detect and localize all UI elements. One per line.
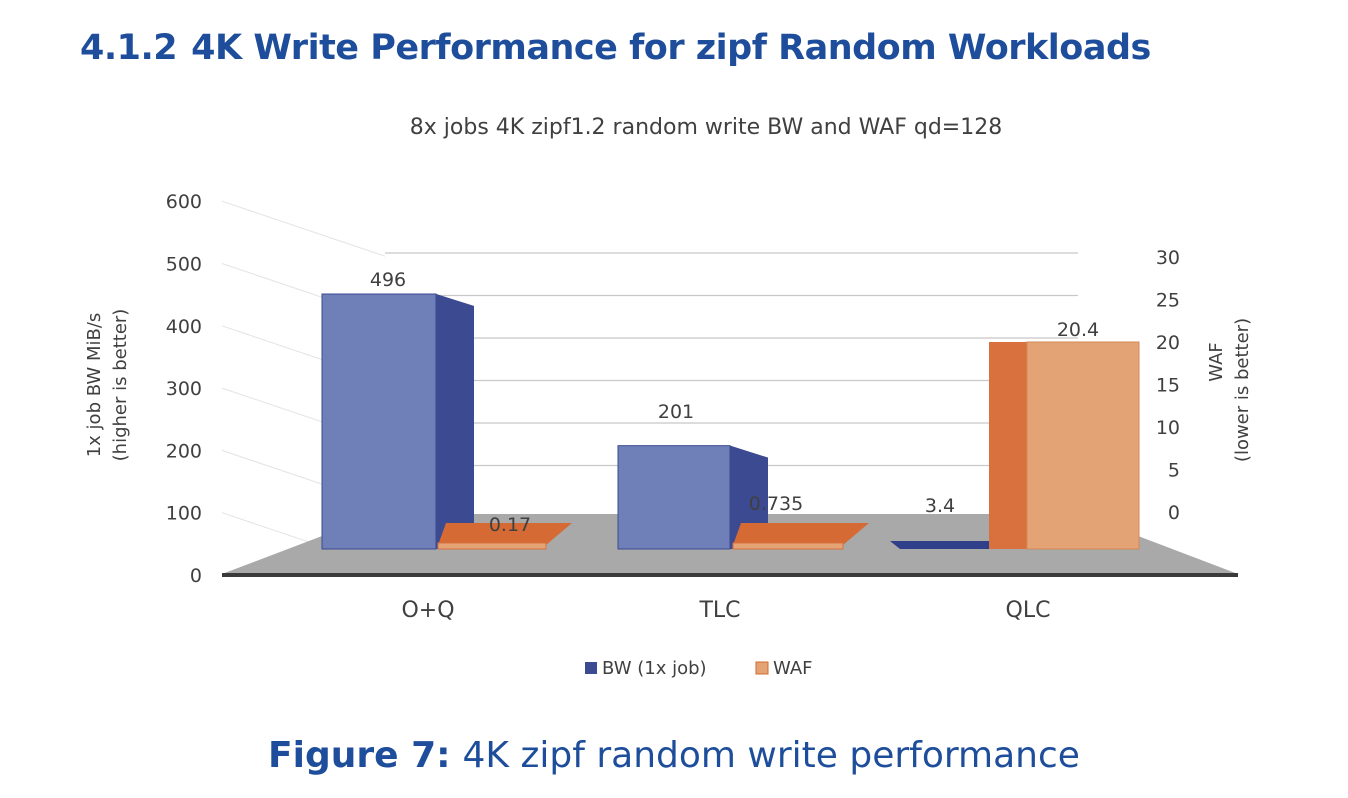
y-axis-label-note: (higher is better): [110, 309, 131, 462]
section-heading: 4.1.2 4K Write Performance for zipf Rando…: [80, 28, 1151, 68]
waf-data-label: 0.735: [749, 493, 803, 515]
figure-caption: Figure 7: 4K zipf random write performanc…: [0, 735, 1348, 776]
category-label: TLC: [698, 598, 740, 623]
waf-bar: [1026, 341, 1140, 550]
waf-data-label: 0.17: [489, 514, 531, 536]
legend-swatch-waf: [755, 661, 769, 675]
bw-data-label: 3.4: [925, 495, 955, 517]
left-grid-guide: [221, 200, 386, 257]
right-tick-label: 5: [1168, 460, 1180, 482]
left-tick-label: 100: [166, 503, 202, 525]
y-axis-label: 1x job BW MiB/s: [84, 313, 105, 458]
left-tick-label: 400: [166, 316, 202, 338]
left-tick-label: 300: [166, 378, 202, 400]
right-axis-ticks: 0 5 10 15 20 25 30: [1156, 247, 1180, 524]
bw-data-label: 496: [370, 269, 406, 291]
category-label: O+Q: [401, 598, 454, 623]
right-tick-label: 0: [1168, 502, 1180, 524]
waf-bar-front: [437, 542, 547, 550]
section-number: 4.1.2: [80, 28, 178, 68]
left-tick-label: 500: [166, 254, 202, 276]
waf-bar-side: [989, 342, 1029, 549]
right-tick-label: 15: [1156, 375, 1180, 397]
bw-data-label: 201: [658, 401, 694, 423]
legend-swatch-bw: [585, 662, 597, 674]
category-label: QLC: [1006, 598, 1051, 623]
left-axis-ticks: 0 100 200 300 400 500 600: [166, 191, 202, 587]
waf-bar-front: [732, 542, 844, 550]
right-tick-label: 30: [1156, 247, 1180, 269]
chart-bars: [321, 293, 1140, 550]
category-labels: O+Q TLC QLC: [401, 598, 1050, 623]
right-tick-label: 20: [1156, 332, 1180, 354]
figure-caption-text: 4K zipf random write performance: [462, 735, 1080, 776]
left-tick-label: 200: [166, 440, 202, 462]
right-axis-grid: [385, 252, 1078, 467]
data-labels: 496 201 3.4 0.17 0.735 20.4: [370, 269, 1099, 536]
legend-label-waf: WAF: [773, 658, 812, 679]
section-title: 4K Write Performance for zipf Random Wor…: [191, 28, 1151, 68]
y2-axis-label: WAF: [1206, 342, 1227, 381]
waf-data-label: 20.4: [1057, 319, 1099, 341]
right-tick-label: 10: [1156, 417, 1180, 439]
left-tick-label: 600: [166, 191, 202, 213]
bw-bar: [321, 293, 437, 550]
waf-bar: [438, 523, 572, 545]
waf-bar: [733, 523, 869, 545]
chart-title: 8x jobs 4K zipf1.2 random write BW and W…: [410, 115, 1002, 140]
figure-label: Figure 7:: [268, 735, 451, 776]
bw-bar: [617, 445, 731, 550]
left-tick-label: 0: [190, 565, 202, 587]
right-tick-label: 25: [1156, 290, 1180, 312]
legend-label-bw: BW (1x job): [602, 658, 707, 679]
legend: BW (1x job) WAF: [585, 658, 812, 679]
y2-axis-label-note: (lower is better): [1232, 318, 1253, 462]
bw-bar-side: [436, 294, 474, 549]
